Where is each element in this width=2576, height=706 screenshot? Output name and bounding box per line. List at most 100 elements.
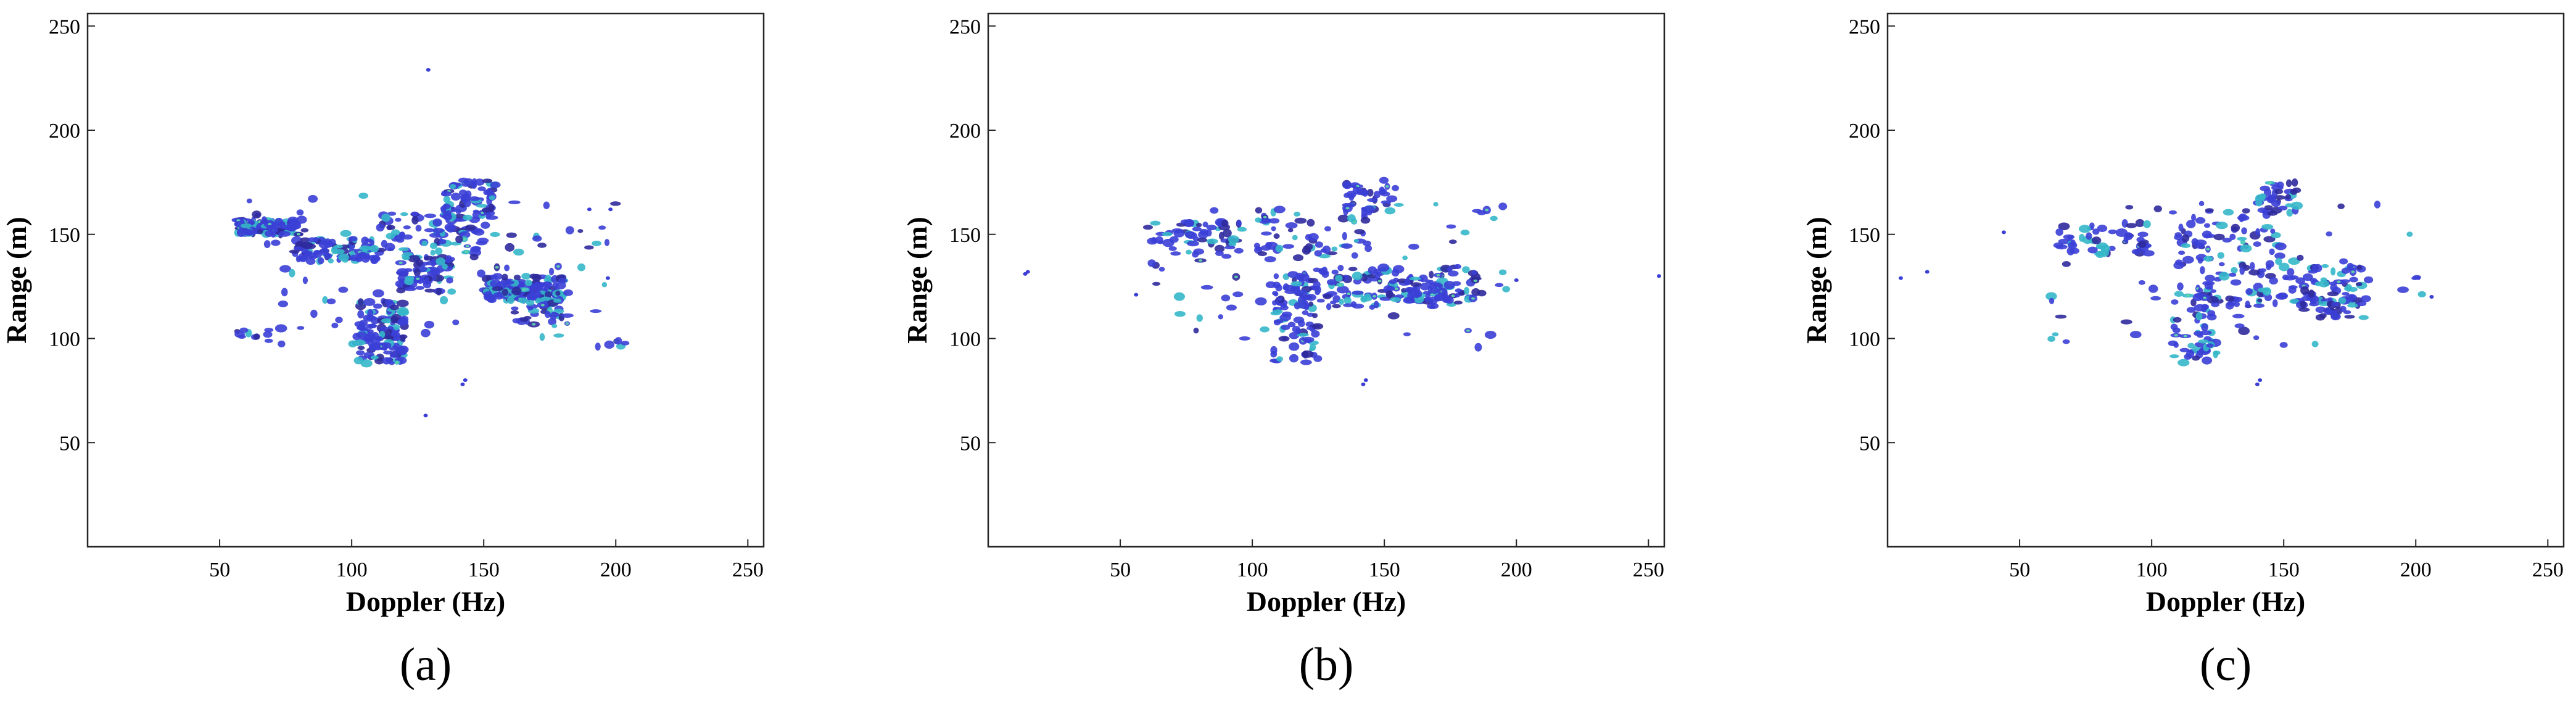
scatter-point xyxy=(1287,322,1296,328)
scatter-point xyxy=(598,225,606,230)
scatter-point xyxy=(1408,243,1419,250)
scatter-point xyxy=(2406,231,2413,237)
scatter-point xyxy=(492,273,503,280)
scatter-point xyxy=(2058,222,2070,231)
scatter-point xyxy=(1362,190,1368,197)
scatter-point xyxy=(490,181,501,188)
scatter-point xyxy=(271,239,281,246)
scatter-point xyxy=(2241,227,2247,235)
scatter-point xyxy=(1275,244,1284,252)
scatter-point xyxy=(2194,243,2205,249)
scatter-point xyxy=(2308,289,2315,298)
scatter-point xyxy=(257,229,263,235)
scatter-point xyxy=(463,378,468,382)
scatter-point xyxy=(2295,277,2306,284)
scatter-point xyxy=(1228,235,1240,244)
scatter-point xyxy=(507,295,514,304)
scatter-point xyxy=(2268,181,2272,185)
scatter-point xyxy=(432,228,444,233)
scatter-point xyxy=(2351,270,2355,273)
scatter-point xyxy=(381,342,392,349)
scatter-point xyxy=(503,280,514,285)
scatter-point xyxy=(2237,236,2247,241)
y-tick-label-b: 150 xyxy=(949,224,981,247)
scatter-point xyxy=(340,230,352,237)
tick-labels-c: 50 100 150 200 250 50 100 150 200 250 xyxy=(1849,15,2564,581)
scatter-point xyxy=(555,291,561,296)
scatter-point xyxy=(2344,286,2351,291)
scatter-point xyxy=(1293,316,1305,323)
scatter-point xyxy=(2429,295,2434,299)
scatter-point xyxy=(463,178,474,186)
scatter-point xyxy=(1281,324,1290,331)
scatter-point xyxy=(1311,313,1318,318)
scatter-point xyxy=(1342,231,1347,241)
scatter-point xyxy=(558,278,568,284)
scatter-point xyxy=(2091,236,2102,244)
scatter-point xyxy=(1308,301,1314,307)
scatter-point xyxy=(1289,354,1299,363)
x-tick-label-a: 100 xyxy=(336,559,368,581)
y-tick-label-c: 100 xyxy=(1849,328,1880,351)
scatter-point xyxy=(1424,296,1432,302)
scatter-point xyxy=(477,238,489,244)
y-axis-label-b: Range (m) xyxy=(901,217,933,344)
tick-labels-a: 50 100 150 200 250 50 100 150 200 250 xyxy=(49,15,764,581)
scatter-point xyxy=(2285,194,2292,200)
scatter-point xyxy=(584,245,594,250)
scatter-point xyxy=(530,284,537,289)
scatter-point xyxy=(2197,287,2203,294)
scatter-point xyxy=(1463,286,1469,295)
scatter-point xyxy=(1263,215,1267,218)
scatter-point xyxy=(1302,246,1311,255)
scatter-point xyxy=(2053,242,2064,249)
scatter-point xyxy=(1287,271,1299,278)
scatter-point xyxy=(355,256,363,262)
scatter-point xyxy=(281,288,288,297)
scatter-point xyxy=(372,289,384,297)
scatter-point xyxy=(2397,286,2409,293)
y-tick-label-b: 250 xyxy=(949,15,981,38)
scatter-point xyxy=(2358,315,2369,320)
scatter-point xyxy=(1232,291,1244,297)
scatter-point xyxy=(1147,259,1156,267)
scatter-point xyxy=(2070,247,2079,254)
scatter-point xyxy=(2199,330,2212,336)
scatter-point xyxy=(548,267,555,276)
scatter-point xyxy=(2108,246,2116,251)
scatter-point xyxy=(443,196,451,203)
scatter-point xyxy=(1273,309,1283,314)
scatter-point xyxy=(429,233,442,238)
scatter-point xyxy=(436,257,445,265)
scatter-point xyxy=(1344,296,1352,305)
scatter-point xyxy=(505,243,515,252)
scatter-point xyxy=(2129,331,2142,339)
scatter-point xyxy=(326,298,336,305)
scatter-point xyxy=(2326,301,2332,307)
scatter-point xyxy=(2297,254,2304,261)
scatter-point xyxy=(485,212,491,220)
scatter-point xyxy=(374,336,382,341)
scatter-point xyxy=(621,341,630,346)
scatter-point xyxy=(246,198,252,204)
scatter-point xyxy=(529,273,537,280)
scatter-point xyxy=(614,337,622,345)
scatter-point xyxy=(2269,276,2278,285)
scatter-point xyxy=(1324,226,1331,231)
scatter-point xyxy=(328,258,334,264)
plot-frame-a xyxy=(86,12,765,548)
scatter-point xyxy=(2355,282,2363,286)
scatter-point xyxy=(269,226,279,233)
scatter-point xyxy=(504,264,510,272)
scatter-point xyxy=(2343,310,2351,315)
scatter-point xyxy=(397,309,410,317)
scatter-point xyxy=(1311,330,1320,338)
scatter-point xyxy=(289,249,300,254)
scatter-point xyxy=(2315,306,2326,314)
scatter-point xyxy=(276,222,286,226)
scatter-point xyxy=(2257,288,2270,293)
scatter-point xyxy=(349,236,358,242)
scatter-point xyxy=(247,230,257,235)
scatter-point xyxy=(492,286,503,292)
scatter-point xyxy=(2190,299,2197,307)
